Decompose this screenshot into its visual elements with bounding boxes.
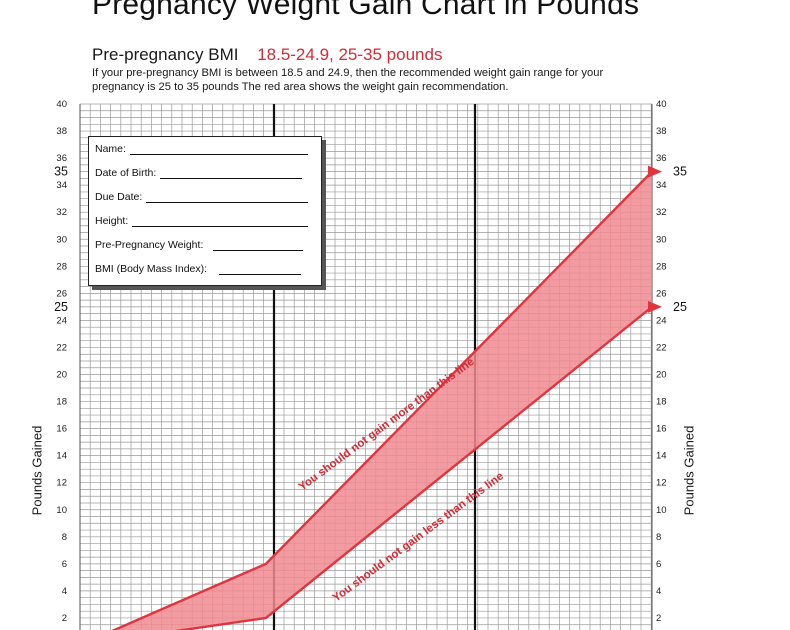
y-tick-label-left: 16 bbox=[56, 424, 67, 435]
form-label-dob: Date of Birth: bbox=[95, 167, 157, 179]
y-tick-label-left: 6 bbox=[62, 559, 67, 570]
y-tick-label-left: 30 bbox=[56, 234, 67, 245]
form-line-dob[interactable] bbox=[160, 168, 303, 179]
form-field-bmi[interactable]: BMI (Body Mass Index): bbox=[95, 263, 302, 275]
upper-limit-line bbox=[111, 170, 653, 630]
form-label-height: Height: bbox=[95, 215, 129, 227]
y-tick-label-left: 8 bbox=[62, 532, 67, 543]
y-tick-label-right: 4 bbox=[656, 586, 661, 597]
highlight-label-left-35: 35 bbox=[54, 165, 68, 179]
y-tick-label-right: 20 bbox=[656, 370, 667, 381]
form-field-dob[interactable]: Date of Birth: bbox=[95, 167, 303, 179]
y-tick-label-right: 28 bbox=[656, 261, 667, 272]
chart-grid bbox=[79, 103, 653, 630]
y-tick-label-left: 32 bbox=[56, 207, 67, 218]
y-tick-label-right: 14 bbox=[656, 451, 667, 462]
page-title: Pregnancy Weight Gain Chart in Pounds bbox=[92, 0, 640, 21]
y-tick-label-left: 26 bbox=[56, 288, 67, 299]
form-label-bmi: BMI (Body Mass Index): bbox=[95, 263, 208, 275]
y-tick-label-left: 36 bbox=[56, 153, 67, 164]
y-tick-label-left: 10 bbox=[56, 505, 67, 516]
description: If your pre-pregnancy BMI is between 18.… bbox=[92, 67, 604, 93]
y-tick-label-left: 24 bbox=[56, 315, 67, 326]
form-field-height[interactable]: Height: bbox=[95, 215, 309, 227]
y-tick-label-right: 22 bbox=[656, 342, 667, 353]
y-tick-label-right: 38 bbox=[656, 126, 667, 137]
y-tick-label-left: 20 bbox=[56, 370, 67, 381]
y-axis-label-left: Pounds Gained bbox=[29, 425, 45, 516]
y-tick-label-right: 12 bbox=[656, 478, 667, 489]
y-tick-label-left: 12 bbox=[56, 478, 67, 489]
form-field-pre-weight[interactable]: Pre-Pregnancy Weight: bbox=[95, 239, 304, 251]
highlight-label-right-25: 25 bbox=[673, 300, 687, 314]
form-field-due-date[interactable]: Due Date: bbox=[95, 191, 309, 203]
patient-info-form: Name: Date of Birth: Due Date: Height: P… bbox=[88, 136, 322, 286]
y-tick-label-right: 18 bbox=[656, 397, 667, 408]
form-line-name[interactable] bbox=[129, 144, 308, 155]
y-tick-label-left: 34 bbox=[56, 180, 67, 191]
y-tick-label-right: 10 bbox=[656, 505, 667, 516]
y-tick-label-left: 14 bbox=[56, 451, 67, 462]
y-tick-label-right: 40 bbox=[656, 99, 667, 110]
highlight-label-right-35: 35 bbox=[673, 165, 687, 179]
bmi-subtitle: Pre-pregnancy BMI 18.5-24.9, 25-35 pound… bbox=[92, 45, 442, 65]
bmi-range: 18.5-24.9, 25-35 pounds bbox=[257, 45, 443, 64]
y-tick-label-right: 34 bbox=[656, 180, 667, 191]
form-line-due-date[interactable] bbox=[146, 192, 309, 203]
form-label-pre-weight: Pre-Pregnancy Weight: bbox=[95, 239, 204, 251]
y-tick-label-left: 2 bbox=[62, 613, 67, 624]
y-tick-label-right: 24 bbox=[656, 315, 667, 326]
y-axis-label-right: Pounds Gained bbox=[681, 425, 697, 516]
y-tick-label-right: 2 bbox=[656, 613, 661, 624]
y-tick-label-right: 16 bbox=[656, 424, 667, 435]
form-line-bmi[interactable] bbox=[219, 264, 302, 275]
form-label-due-date: Due Date: bbox=[95, 191, 143, 203]
form-label-name: Name: bbox=[95, 143, 126, 155]
y-tick-label-left: 22 bbox=[56, 342, 67, 353]
bmi-label: Pre-pregnancy BMI bbox=[92, 45, 239, 64]
y-tick-label-right: 30 bbox=[656, 234, 667, 245]
form-field-name[interactable]: Name: bbox=[95, 143, 308, 155]
y-tick-label-left: 28 bbox=[56, 261, 67, 272]
form-line-height[interactable] bbox=[132, 216, 309, 227]
y-tick-label-right: 36 bbox=[656, 153, 667, 164]
y-tick-label-right: 6 bbox=[656, 559, 661, 570]
y-tick-label-left: 38 bbox=[56, 126, 67, 137]
upper-end-marker bbox=[648, 165, 662, 178]
lower-limit-line bbox=[174, 305, 653, 630]
y-tick-label-left: 18 bbox=[56, 397, 67, 408]
y-tick-label-right: 26 bbox=[656, 288, 667, 299]
y-tick-label-left: 4 bbox=[62, 586, 67, 597]
highlight-label-left-25: 25 bbox=[54, 300, 68, 314]
form-line-pre-weight[interactable] bbox=[213, 240, 304, 251]
y-tick-label-left: 40 bbox=[56, 99, 67, 110]
y-tick-label-right: 8 bbox=[656, 532, 661, 543]
lower-end-marker bbox=[648, 300, 662, 313]
y-tick-label-right: 32 bbox=[656, 207, 667, 218]
